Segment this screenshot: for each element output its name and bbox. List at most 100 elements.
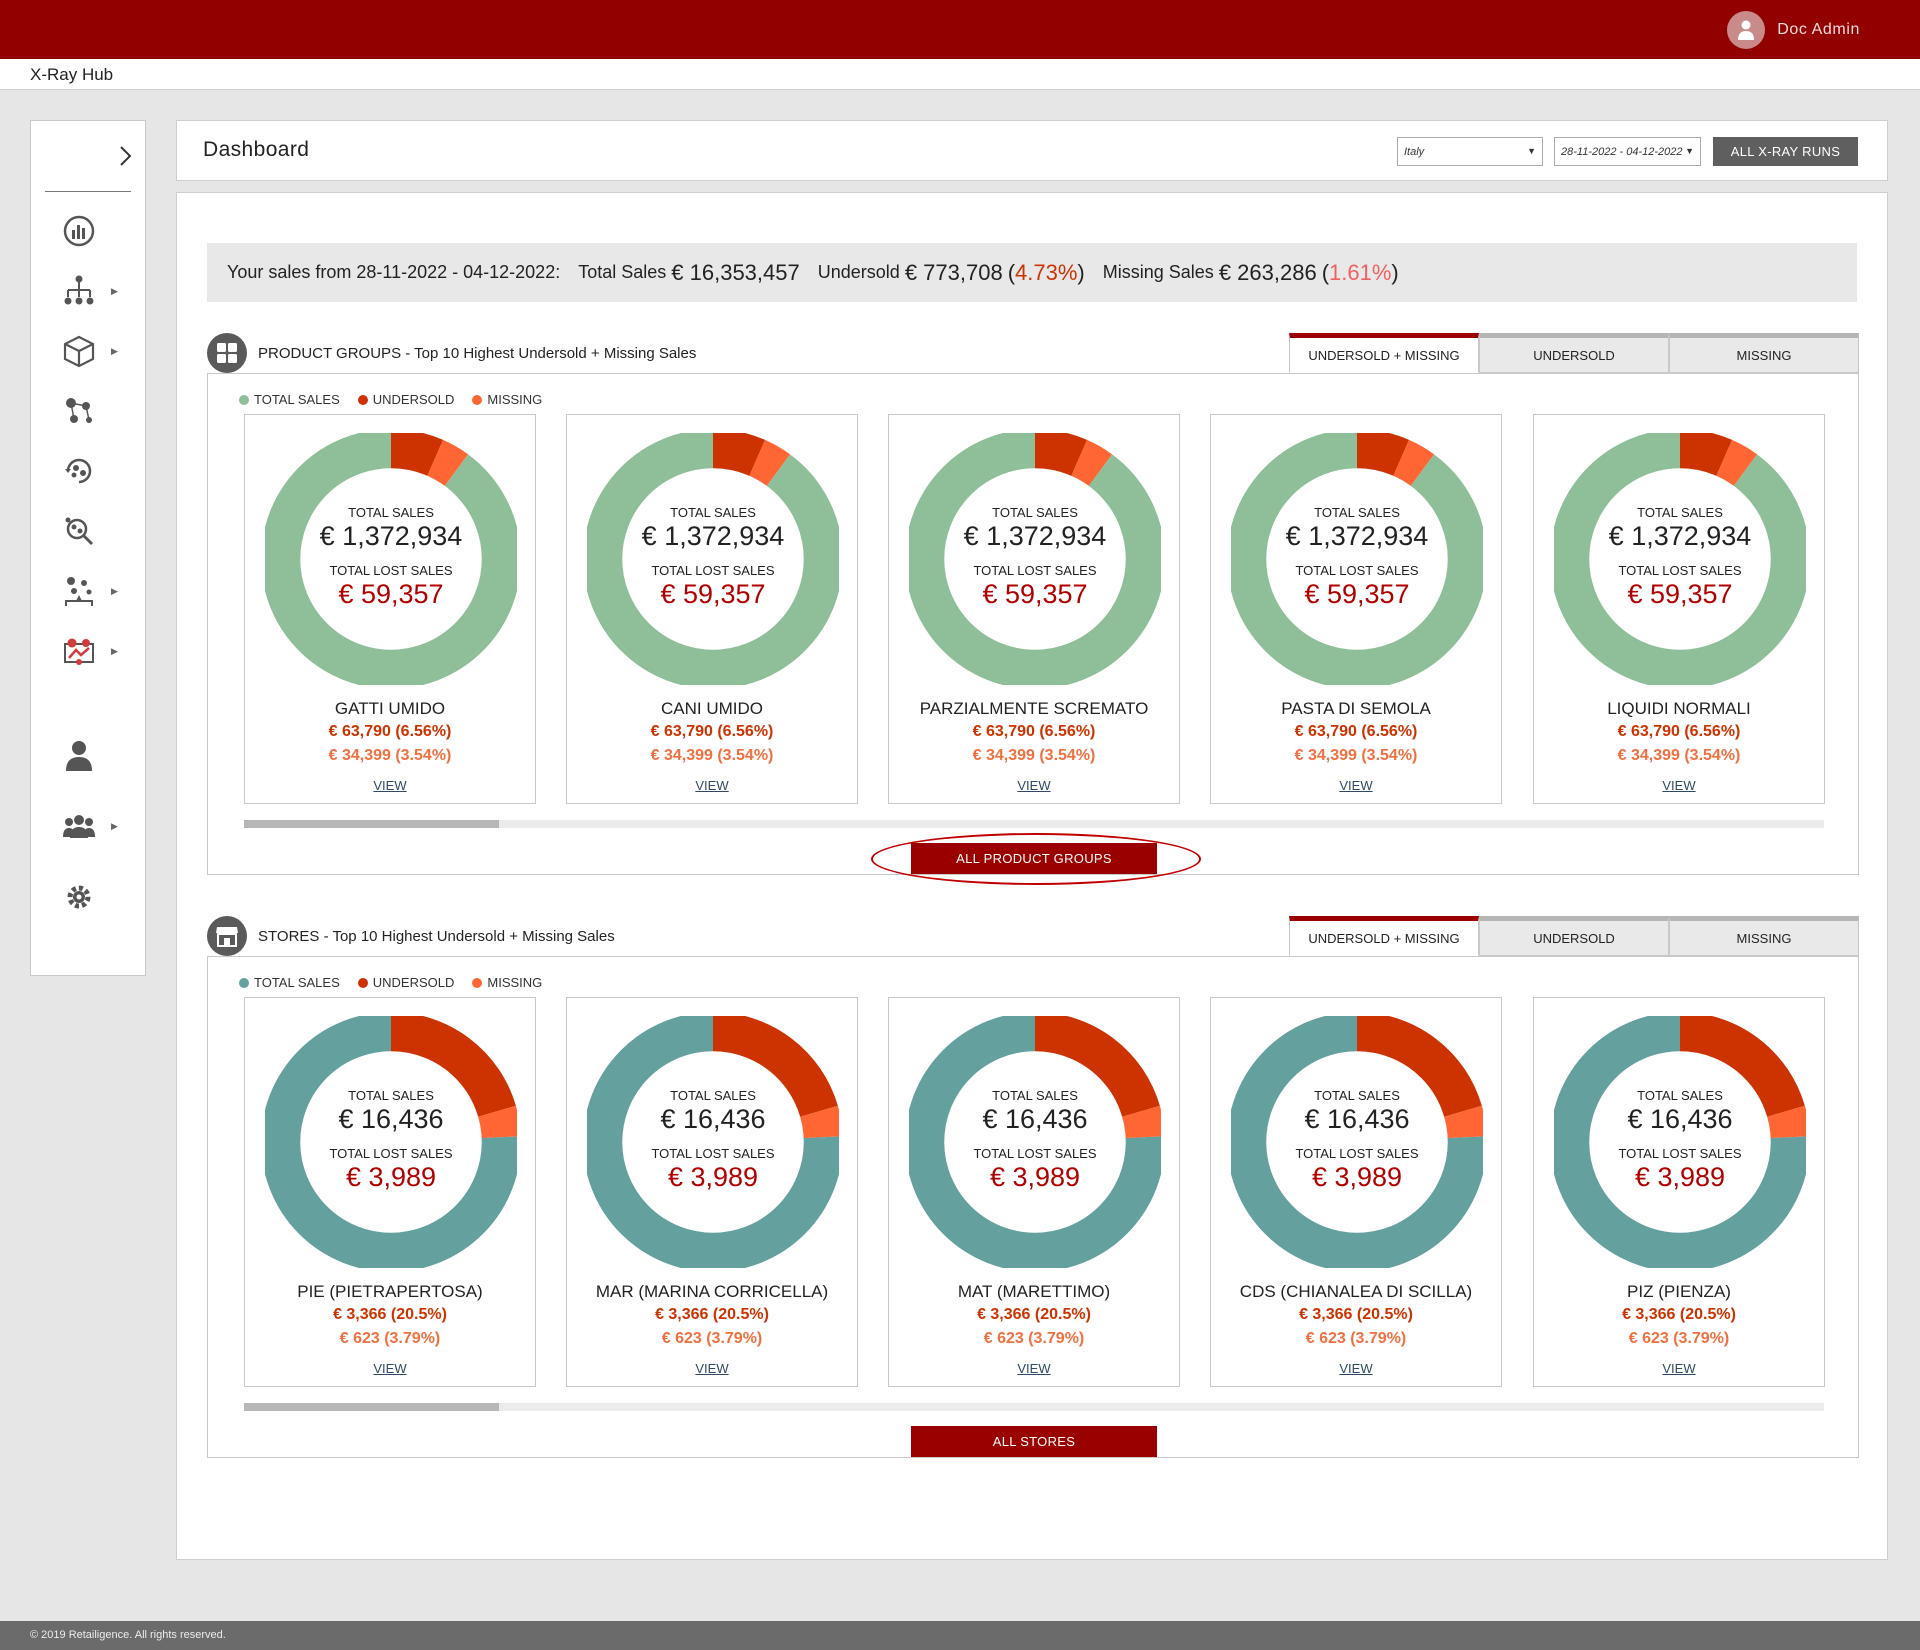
chart-legend: TOTAL SALES UNDERSOLD MISSING: [239, 392, 542, 407]
total-lost-sales-label: TOTAL LOST SALES: [651, 1146, 775, 1161]
sidebar-item-store-network[interactable]: ▶: [61, 571, 121, 611]
scrollbar-thumb[interactable]: [244, 820, 499, 828]
total-lost-sales-label: TOTAL LOST SALES: [329, 1146, 453, 1161]
analytics-icon: [61, 213, 97, 249]
donut-chart: TOTAL SALES € 16,436 TOTAL LOST SALES € …: [1231, 1016, 1483, 1268]
tab-undersold[interactable]: UNDERSOLD: [1479, 916, 1669, 956]
donut-slice-total-sales[interactable]: [1231, 1016, 1483, 1268]
donut-slice-total-sales[interactable]: [587, 433, 839, 685]
missing-amount: € 34,399 (3.54%): [972, 747, 1096, 764]
user-icon: [61, 738, 97, 774]
sidebar-item-settings[interactable]: [61, 877, 121, 917]
page-header: Dashboard Italy ▼ 28-11-2022 - 04-12-202…: [176, 120, 1888, 181]
scrollbar-thumb[interactable]: [244, 1403, 499, 1411]
donut-chart: TOTAL SALES € 16,436 TOTAL LOST SALES € …: [587, 1016, 839, 1268]
cycle-icon: [61, 453, 97, 489]
tab-undersold[interactable]: UNDERSOLD: [1479, 333, 1669, 373]
all-product-groups-button[interactable]: ALL PRODUCT GROUPS: [911, 843, 1157, 874]
view-link[interactable]: VIEW: [373, 778, 407, 793]
view-link[interactable]: VIEW: [1339, 778, 1373, 793]
missing-amount: € 623 (3.79%): [661, 1330, 763, 1347]
total-lost-sales-value: € 3,989: [667, 1162, 759, 1192]
legend-label: UNDERSOLD: [372, 392, 455, 407]
sidebar-expand-icon[interactable]: [119, 145, 133, 172]
legend-item-missing[interactable]: MISSING: [472, 975, 542, 990]
donut-slice-total-sales[interactable]: [909, 1016, 1161, 1268]
missing-amount: € 623 (3.79%): [1305, 1330, 1407, 1347]
view-link[interactable]: VIEW: [1339, 1361, 1373, 1376]
sidebar-item-products[interactable]: ▶: [61, 331, 121, 371]
country-select[interactable]: Italy ▼: [1397, 137, 1543, 166]
legend-item-total-sales[interactable]: TOTAL SALES: [239, 392, 340, 407]
sidebar-item-hierarchy[interactable]: ▶: [61, 271, 121, 311]
total-lost-sales-value: € 59,357: [1304, 579, 1410, 609]
date-range-select[interactable]: 28-11-2022 - 04-12-2022 ▼: [1554, 137, 1701, 166]
missing-amount: € 34,399 (3.54%): [328, 747, 452, 764]
donut-inner-ring: [300, 468, 482, 650]
avatar[interactable]: [1727, 11, 1766, 49]
donut-center: TOTAL SALES € 16,436 TOTAL LOST SALES € …: [265, 1016, 517, 1268]
sidebar-item-cluster[interactable]: [61, 391, 121, 431]
cards-panel: TOTAL SALES UNDERSOLD MISSING TOTAL SALE…: [207, 956, 1859, 1458]
view-link[interactable]: VIEW: [1662, 1361, 1696, 1376]
legend-dot: [357, 394, 368, 405]
sidebar-item-users-group[interactable]: ▶: [61, 806, 121, 846]
legend-item-missing[interactable]: MISSING: [472, 392, 542, 407]
summary-card: TOTAL SALES € 16,436 TOTAL LOST SALES € …: [244, 997, 536, 1387]
cards-panel: TOTAL SALES UNDERSOLD MISSING TOTAL SALE…: [207, 373, 1859, 885]
legend-item-total-sales[interactable]: TOTAL SALES: [239, 975, 340, 990]
donut-slice-total-sales[interactable]: [1554, 1016, 1806, 1268]
all-xray-runs-button[interactable]: ALL X-RAY RUNS: [1713, 137, 1858, 166]
missing-amount: € 34,399 (3.54%): [1294, 747, 1418, 764]
card-title: CDS (CHIANALEA DI SCILLA): [1239, 1282, 1473, 1301]
sidebar-item-user[interactable]: [61, 736, 121, 776]
view-link[interactable]: VIEW: [695, 1361, 729, 1376]
donut-center: TOTAL SALES € 1,372,934 TOTAL LOST SALES…: [909, 433, 1161, 685]
summary-prefix: Your sales from 28-11-2022 - 04-12-2022:: [227, 262, 561, 282]
dropdown-arrow-icon: ▼: [1527, 146, 1536, 156]
total-lost-sales-value: € 3,989: [345, 1162, 437, 1192]
total-lost-sales-label: TOTAL LOST SALES: [973, 1146, 1097, 1161]
legend-item-undersold[interactable]: UNDERSOLD: [357, 392, 455, 407]
view-link[interactable]: VIEW: [1017, 1361, 1051, 1376]
horizontal-scrollbar[interactable]: [244, 820, 1824, 828]
app-name[interactable]: X-Ray Hub: [30, 65, 114, 84]
view-link[interactable]: VIEW: [1017, 778, 1051, 793]
summary-card: TOTAL SALES € 1,372,934 TOTAL LOST SALES…: [1210, 414, 1502, 804]
donut-slice-total-sales[interactable]: [909, 433, 1161, 685]
submenu-caret-icon: ▶: [111, 285, 118, 296]
donut-slice-total-sales[interactable]: [265, 1016, 517, 1268]
donut-slice-total-sales[interactable]: [265, 433, 517, 685]
sidebar-item-alert-map[interactable]: ▶: [61, 631, 121, 671]
all-stores-button[interactable]: ALL STORES: [911, 1426, 1157, 1457]
summary-card: TOTAL SALES € 16,436 TOTAL LOST SALES € …: [888, 997, 1180, 1387]
legend-item-undersold[interactable]: UNDERSOLD: [357, 975, 454, 990]
donut-center: TOTAL SALES € 16,436 TOTAL LOST SALES € …: [1231, 1016, 1483, 1268]
user-menu[interactable]: Doc Admin: [1727, 11, 1860, 49]
legend-dot: [239, 394, 249, 405]
total-sales-value: € 16,436: [1627, 1104, 1733, 1134]
missing-amount: € 34,399 (3.54%): [1617, 747, 1741, 764]
donut-chart: TOTAL SALES € 16,436 TOTAL LOST SALES € …: [909, 1016, 1161, 1268]
donut-slice-total-sales[interactable]: [1554, 433, 1806, 685]
total-sales-label: TOTAL SALES: [670, 505, 756, 520]
tab-missing[interactable]: MISSING: [1669, 333, 1859, 373]
donut-slice-total-sales[interactable]: [587, 1016, 839, 1268]
user-avatar-icon: [1738, 20, 1755, 40]
view-link[interactable]: VIEW: [695, 778, 729, 793]
view-link[interactable]: VIEW: [373, 1361, 407, 1376]
view-link[interactable]: VIEW: [1662, 778, 1696, 793]
user-name[interactable]: Doc Admin: [1777, 21, 1860, 38]
tab-undersold-missing[interactable]: UNDERSOLD + MISSING: [1289, 916, 1479, 956]
sidebar-item-cycle[interactable]: [61, 451, 121, 491]
tab-missing[interactable]: MISSING: [1669, 916, 1859, 956]
sidebar-item-network-search[interactable]: [61, 511, 121, 551]
legend-label: MISSING: [487, 975, 543, 990]
sidebar-item-analytics[interactable]: [61, 211, 121, 251]
horizontal-scrollbar[interactable]: [244, 1403, 1824, 1411]
donut-svg: [265, 1016, 517, 1268]
users-group-icon: [61, 808, 97, 844]
tab-undersold-missing[interactable]: UNDERSOLD + MISSING: [1289, 333, 1479, 373]
donut-slice-total-sales[interactable]: [1231, 433, 1483, 685]
donut-svg: [1554, 1016, 1806, 1268]
